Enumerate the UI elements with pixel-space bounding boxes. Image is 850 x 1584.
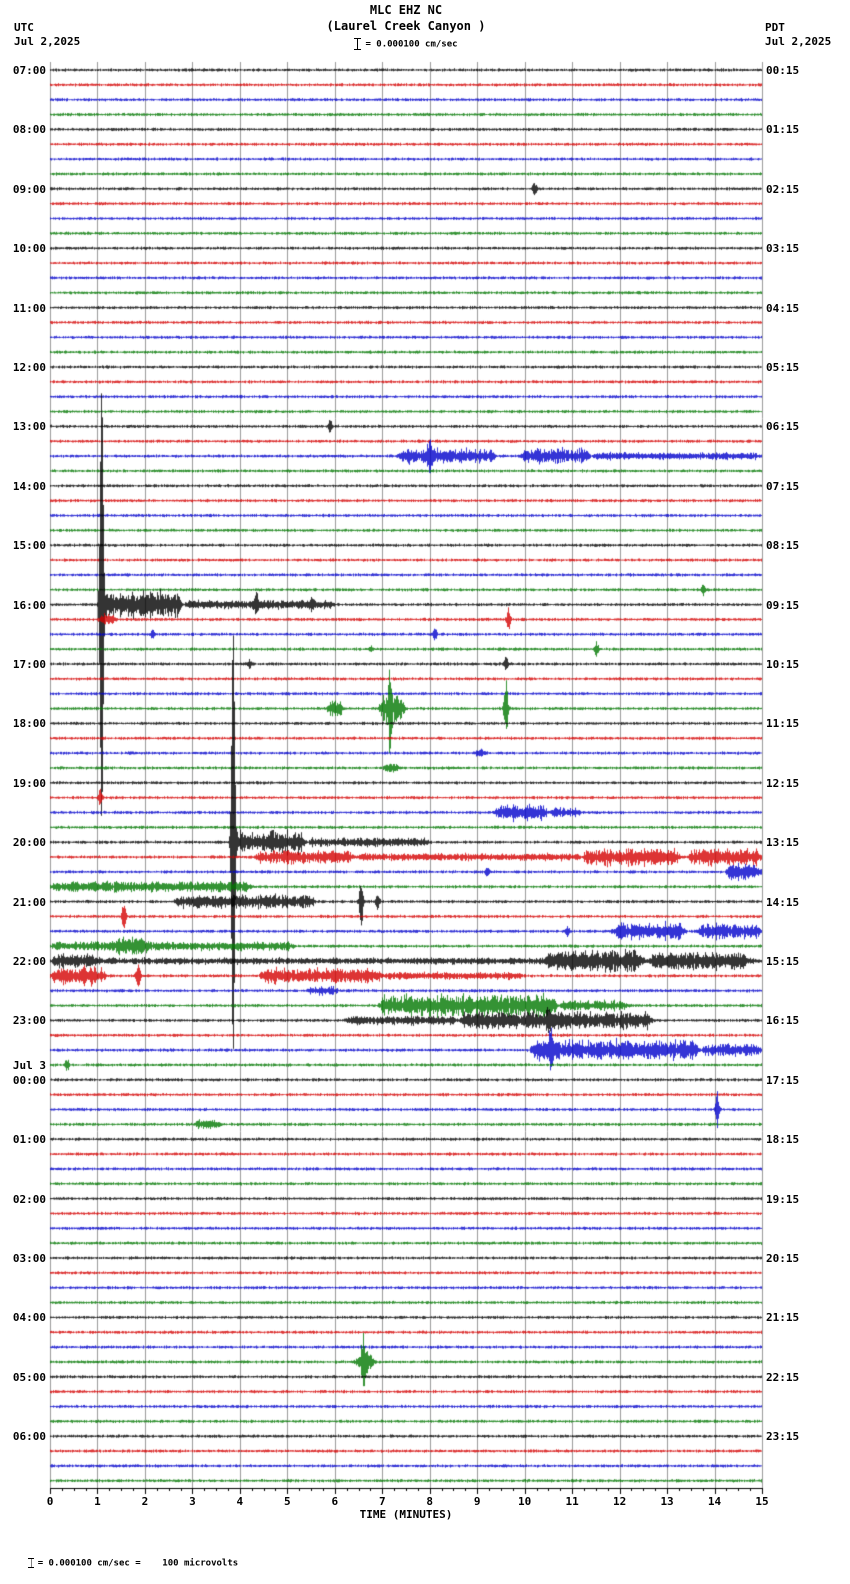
x-tick-label: 15 — [755, 1495, 769, 1508]
pdt-row-label: 15:15 — [766, 955, 800, 968]
pdt-row-label: 13:15 — [766, 836, 800, 850]
x-tick-label: 10 — [518, 1495, 532, 1508]
pdt-row-label: 02:15 — [766, 182, 800, 196]
pdt-row-label: 03:15 — [766, 242, 800, 256]
utc-row-label: 19:00 — [12, 776, 46, 790]
utc-label: UTC — [14, 21, 34, 34]
pdt-row-label: 07:15 — [766, 479, 800, 493]
pdt-row-label: 05:15 — [766, 361, 800, 374]
x-axis-title: TIME (MINUTES) — [359, 1508, 453, 1521]
pdt-row-label: 01:15 — [766, 123, 800, 137]
x-tick-label: 9 — [473, 1495, 481, 1508]
utc-row-label: 08:00 — [12, 123, 46, 137]
utc-row-label: 14:00 — [12, 479, 46, 493]
scale-line: = 0.000100 cm/sec — [0, 38, 812, 50]
utc-row-label: 05:00 — [12, 1370, 46, 1384]
utc-row-label: 16:00 — [12, 598, 46, 612]
pdt-row-label: 23:15 — [766, 1430, 800, 1444]
scale-bar-icon — [354, 38, 362, 50]
utc-row-label: 13:00 — [12, 420, 46, 434]
pdt-row-label: 10:15 — [766, 658, 800, 671]
x-tick-label: 14 — [707, 1495, 722, 1508]
x-tick-label: 5 — [284, 1495, 291, 1508]
station-subtitle: (Laurel Creek Canyon ) — [326, 19, 486, 33]
x-tick-label: 2 — [141, 1495, 149, 1508]
utc-row-label: 22:00 — [12, 955, 46, 968]
x-tick-label: 7 — [378, 1495, 386, 1508]
utc-row-label: 01:00 — [12, 1133, 46, 1147]
utc-header: UTC Jul 2,2025 — [14, 21, 80, 49]
x-tick-label: 6 — [331, 1495, 339, 1508]
utc-row-label: 17:00 — [12, 658, 46, 671]
x-tick-label: 1 — [94, 1495, 101, 1508]
pdt-row-label: 17:15 — [766, 1073, 800, 1087]
utc-row-label: 00:00 — [12, 1073, 46, 1087]
pdt-row-label: 18:15 — [766, 1133, 800, 1147]
scale-text: = 0.000100 cm/sec — [365, 39, 458, 50]
utc-row-label: 21:00 — [12, 895, 46, 909]
pdt-row-label: 22:15 — [766, 1370, 800, 1384]
pdt-row-label: 08:15 — [766, 539, 800, 553]
x-tick-label: 13 — [660, 1495, 674, 1508]
utc-row-label: 09:00 — [12, 182, 46, 196]
utc-row-label: 06:00 — [12, 1430, 46, 1444]
scale-footnote: = 0.000100 cm/sec = 100 microvolts — [6, 1548, 238, 1579]
pdt-row-label: 20:15 — [766, 1252, 800, 1265]
utc-row-label: 10:00 — [12, 242, 46, 256]
pdt-row-label: 21:15 — [766, 1311, 800, 1325]
footnote-text: = 0.000100 cm/sec = 100 microvolts — [37, 1558, 239, 1569]
pdt-row-label: 12:15 — [766, 776, 800, 790]
x-tick-label: 0 — [46, 1495, 54, 1508]
pdt-row-label: 04:15 — [766, 301, 800, 315]
pdt-row-label: 00:15 — [766, 64, 800, 77]
pdt-row-label: 19:15 — [766, 1192, 800, 1206]
x-tick-label: 4 — [236, 1495, 244, 1508]
station-title: MLC EHZ NC — [369, 3, 443, 17]
pdt-row-label: 16:15 — [766, 1014, 800, 1028]
utc-row-label: 07:00 — [12, 64, 46, 77]
utc-row-label: 11:00 — [12, 301, 46, 315]
utc-date: Jul 2,2025 — [14, 35, 81, 48]
utc-row-label: 20:00 — [12, 836, 46, 850]
pdt-header: PDT Jul 2,2025 — [765, 21, 831, 49]
pdt-row-label: 09:15 — [766, 598, 800, 612]
x-tick-label: 12 — [612, 1495, 627, 1508]
utc-row-label: Jul 3 — [12, 1058, 46, 1072]
x-tick-label: 8 — [426, 1495, 434, 1508]
utc-row-label: 02:00 — [12, 1192, 46, 1206]
utc-row-label: 04:00 — [12, 1311, 46, 1325]
utc-row-label: 03:00 — [12, 1252, 46, 1265]
utc-row-label: 15:00 — [12, 539, 46, 553]
pdt-date: Jul 2,2025 — [765, 35, 832, 48]
x-tick-label: 3 — [189, 1495, 196, 1508]
pdt-row-label: 14:15 — [766, 895, 800, 909]
pdt-row-label: 11:15 — [766, 717, 800, 731]
utc-row-label: 18:00 — [12, 717, 46, 731]
utc-row-label: 12:00 — [12, 361, 46, 374]
utc-row-label: 23:00 — [12, 1014, 46, 1028]
pdt-label: PDT — [765, 21, 785, 34]
pdt-row-label: 06:15 — [766, 420, 800, 434]
x-tick-label: 11 — [565, 1495, 579, 1508]
scale-bar-icon — [27, 1558, 34, 1568]
